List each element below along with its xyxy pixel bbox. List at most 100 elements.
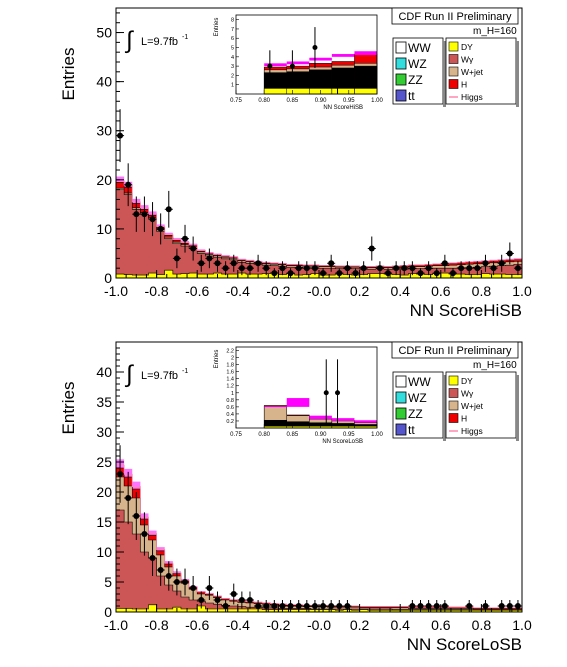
- data-point: [295, 265, 302, 272]
- data-point: [336, 270, 343, 277]
- legend-label-zz: ZZ: [408, 407, 423, 421]
- x-tick-label: -0.0: [307, 617, 331, 633]
- inset-y-tick-label: 3: [231, 64, 234, 70]
- data-point: [182, 235, 189, 242]
- y-tick-label: 30: [96, 424, 112, 440]
- inset-data-point: [335, 390, 341, 396]
- data-point: [498, 603, 505, 609]
- data-point: [441, 260, 448, 267]
- data-point: [490, 265, 497, 272]
- data-point: [498, 260, 505, 267]
- data-point: [157, 225, 164, 232]
- inset-bar: [286, 88, 310, 95]
- data-point: [311, 265, 318, 272]
- data-point: [425, 265, 432, 272]
- y-axis-label: Entries: [59, 48, 78, 101]
- inset-y-axis-label: Entries: [214, 18, 220, 37]
- y-tick-label: 35: [96, 394, 112, 410]
- legend-swatch-wz: [395, 391, 407, 404]
- x-tick-label: -0.4: [226, 617, 250, 633]
- data-point: [165, 573, 172, 579]
- legend-label-1: Wγ: [461, 55, 474, 65]
- inset-panel: 0.75 0.80 0.85 0.90 0.95 1.00 0.20.40.60.811.2…: [214, 346, 383, 445]
- inset-uncertainty: [309, 57, 332, 61]
- legend-swatch-tt: [395, 423, 407, 436]
- inset-data-point: [289, 63, 295, 69]
- data-point: [449, 270, 456, 277]
- data-point: [328, 260, 335, 267]
- legend-swatch-1: [448, 388, 459, 398]
- data-point: [466, 603, 473, 609]
- data-point: [117, 132, 124, 139]
- higgs-line: [116, 179, 522, 267]
- inset-data-point: [323, 390, 329, 396]
- x-tick-label: 0.2: [350, 283, 370, 299]
- data-point: [230, 260, 237, 267]
- legend-swatch-3: [448, 79, 459, 89]
- inset-x-tick-label: 0.80: [258, 432, 270, 438]
- data-point: [198, 597, 205, 603]
- x-tick-label: -0.4: [226, 283, 250, 299]
- inset-uncertainty: [331, 418, 355, 421]
- data-point: [368, 245, 375, 252]
- inset-data-point: [267, 63, 273, 69]
- y-tick-label: 20: [96, 172, 112, 188]
- y-axis-label: Entries: [59, 382, 78, 435]
- inset-y-tick-label: 5: [231, 46, 234, 52]
- legend-right-shadow: [516, 41, 519, 107]
- y-tick-label: 10: [96, 221, 112, 237]
- inset-uncertainty: [286, 61, 310, 65]
- data-point: [214, 597, 221, 603]
- legend-swatch-tt: [395, 89, 407, 102]
- legend-swatch-0: [448, 375, 459, 386]
- data-point: [238, 597, 245, 603]
- data-point: [303, 603, 310, 609]
- data-point: [125, 495, 132, 501]
- data-point: [393, 265, 400, 272]
- inset-frame: [235, 14, 378, 95]
- data-point: [376, 265, 383, 272]
- inset-y-tick-label: 1.6: [226, 370, 234, 376]
- inset-y-tick-label: 2: [231, 73, 234, 79]
- inset-x-tick-label: 0.75: [230, 432, 242, 438]
- y-tick-label: 30: [96, 123, 112, 139]
- inset-bar: [331, 88, 355, 95]
- lumi-integral-sign: ∫: [124, 361, 134, 388]
- data-point: [255, 260, 262, 267]
- chart-title: CDF Run II Preliminary: [398, 345, 512, 357]
- x-tick-label: -1.0: [104, 617, 128, 633]
- inset-uncertainty: [264, 406, 287, 408]
- data-point: [279, 603, 286, 609]
- data-point: [409, 603, 416, 609]
- chart-title: CDF Run II Preliminary: [398, 11, 512, 23]
- data-point: [141, 211, 148, 218]
- legend-label-wz: WZ: [408, 391, 427, 405]
- legend-label-wz: WZ: [408, 57, 427, 71]
- data-point: [360, 265, 367, 272]
- inset-uncertainty: [264, 63, 287, 67]
- x-tick-label: -1.0: [104, 283, 128, 299]
- x-tick-label: 1.0: [512, 617, 532, 633]
- data-point: [425, 603, 432, 609]
- title-box: [391, 7, 519, 25]
- inset-x-tick-label: 0.95: [343, 98, 355, 104]
- inset-y-tick-label: 4: [231, 55, 234, 61]
- data-point: [173, 579, 180, 585]
- x-tick-label: 1.0: [512, 283, 532, 299]
- inset-y-tick-label: 2.2: [226, 349, 234, 355]
- data-point: [141, 531, 148, 537]
- inset-y-tick-label: 0.4: [226, 412, 234, 418]
- lumi-integral-sign: ∫: [124, 27, 134, 54]
- legend-swatch-ww: [395, 375, 407, 388]
- legend-swatch-3: [448, 413, 459, 423]
- data-point: [482, 603, 489, 609]
- inset-x-tick-label: 0.85: [287, 432, 299, 438]
- data-point: [320, 603, 327, 609]
- data-point: [409, 265, 416, 272]
- data-point: [263, 603, 270, 609]
- y-tick-label: 20: [96, 484, 112, 500]
- y-tick-label: 5: [104, 574, 112, 590]
- inset-y-axis-label: Entries: [214, 350, 220, 369]
- data-point: [336, 603, 343, 609]
- data-point: [482, 260, 489, 267]
